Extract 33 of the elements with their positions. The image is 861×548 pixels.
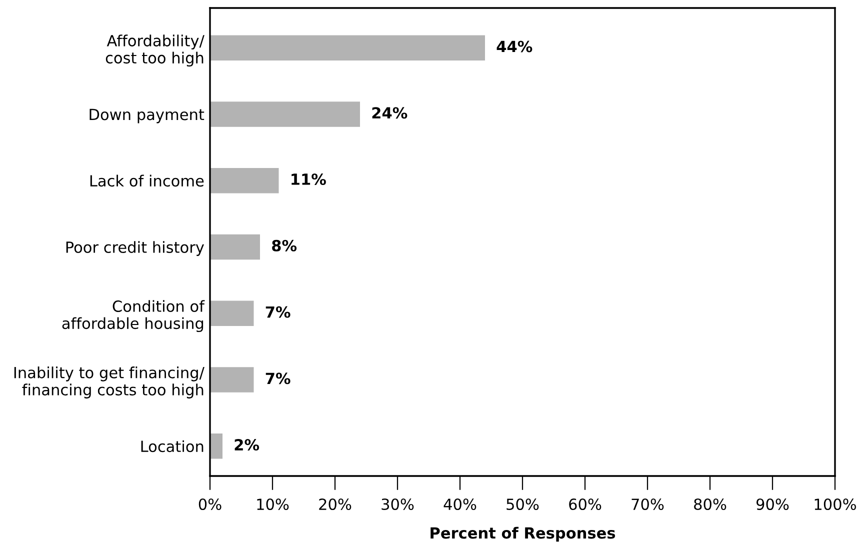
- data-label: 7%: [266, 372, 290, 384]
- x-tick-label: 40%: [444, 498, 476, 510]
- x-tick-label: 100%: [814, 498, 856, 510]
- x-tick-label: 90%: [756, 498, 789, 510]
- x-tick-label: 10%: [257, 498, 289, 510]
- x-tick-label: 60%: [569, 498, 602, 510]
- y-tick-label: Location: [141, 440, 204, 452]
- y-tick-label: Lack of income: [90, 174, 204, 187]
- x-tick-label: 30%: [382, 498, 414, 510]
- y-tick-label: Condition of affordable housing: [62, 300, 205, 332]
- y-tick-label: Down payment: [90, 108, 204, 124]
- x-axis-title: Percent of Responses: [430, 526, 616, 542]
- y-tick-label: Poor credit history: [66, 241, 204, 256]
- x-tick-label: 0%: [198, 498, 222, 510]
- x-tick-label: 70%: [632, 498, 664, 510]
- bar: [210, 234, 260, 260]
- data-label: 11%: [292, 173, 326, 186]
- bar: [210, 35, 485, 60]
- bar: [210, 434, 222, 459]
- data-label: 8%: [272, 240, 297, 252]
- bar: [210, 300, 254, 326]
- data-label: 7%: [266, 306, 290, 318]
- x-tick-label: 80%: [694, 498, 726, 510]
- bar: [210, 367, 254, 392]
- x-tick-label: 50%: [506, 498, 539, 510]
- bar: [210, 102, 360, 127]
- bar: [210, 168, 279, 194]
- y-tick-label: Inability to get financing/ financing costs too high: [14, 366, 204, 398]
- x-tick-label: 20%: [319, 498, 352, 510]
- data-label: 44%: [496, 40, 532, 52]
- data-label: 2%: [234, 439, 260, 451]
- data-label: 24%: [372, 107, 408, 119]
- y-tick-label: Affordability/ cost too high: [106, 34, 204, 67]
